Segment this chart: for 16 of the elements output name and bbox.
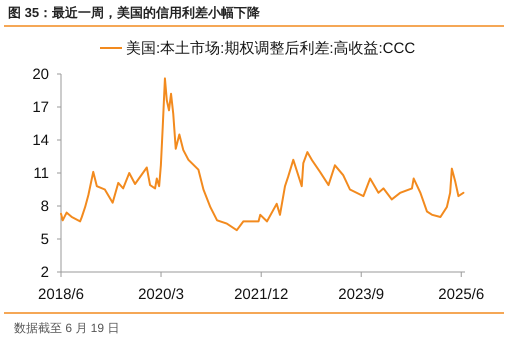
x-tick-label: 2023/9 [338,286,384,303]
chart-title: 图 35：最近一周，美国的信用利差小幅下降 [8,5,262,20]
x-tick-label: 2018/6 [38,286,84,303]
legend-label: 美国:本土市场:期权调整后利差:高收益:CCC [126,40,416,57]
text: 数据截至 6 月 19 日 [14,321,120,335]
x-tick-label: 2020/3 [138,286,184,303]
y-tick-label: 14 [32,132,49,149]
x-tick-label: 2021/12 [234,286,288,303]
y-tick-label: 17 [32,99,49,116]
y-tick-label: 11 [33,165,49,182]
y-tick-label: 5 [40,231,49,248]
y-tick-label: 8 [40,198,49,215]
line-series [60,77,464,232]
x-tick-label: 2025/6 [438,286,484,303]
y-tick-label: 2 [40,264,49,281]
y-tick-label: 20 [32,66,49,83]
